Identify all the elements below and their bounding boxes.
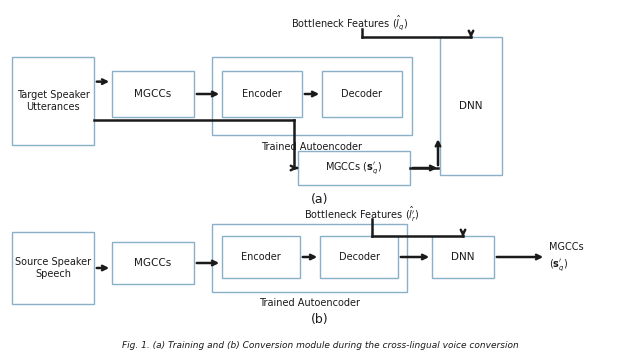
Bar	[298, 151, 410, 185]
Text: Encoder: Encoder	[241, 252, 281, 262]
Bar	[112, 71, 194, 117]
Bar	[320, 236, 398, 278]
Bar	[212, 224, 407, 292]
Text: MGCCs: MGCCs	[134, 89, 172, 99]
Text: DNN: DNN	[451, 252, 475, 262]
Text: MGCCs: MGCCs	[134, 258, 172, 268]
Bar	[440, 37, 502, 175]
Bar	[222, 236, 300, 278]
Bar	[12, 57, 94, 145]
Text: MGCCs: MGCCs	[549, 242, 584, 252]
Text: DNN: DNN	[460, 101, 483, 111]
Text: (a): (a)	[311, 194, 329, 207]
Text: Decoder: Decoder	[339, 252, 380, 262]
Text: Trained Autoencoder: Trained Autoencoder	[262, 142, 362, 152]
Text: Bottleneck Features ($\hat{l}_{q}$): Bottleneck Features ($\hat{l}_{q}$)	[291, 14, 408, 32]
Bar	[112, 242, 194, 284]
Text: MGCCs ($\mathbf{s}_{q}^{\prime}$): MGCCs ($\mathbf{s}_{q}^{\prime}$)	[326, 160, 383, 176]
Text: ($\mathbf{s}^{\prime}_{q}$): ($\mathbf{s}^{\prime}_{q}$)	[549, 257, 568, 273]
Text: Encoder: Encoder	[242, 89, 282, 99]
Bar	[432, 236, 494, 278]
Bar	[12, 232, 94, 304]
Text: Bottleneck Features ($\hat{l}_{r}^{\prime}$): Bottleneck Features ($\hat{l}_{r}^{\prim…	[304, 205, 420, 224]
Text: (b): (b)	[311, 314, 329, 327]
Bar	[212, 57, 412, 135]
Text: Source Speaker
Speech: Source Speaker Speech	[15, 257, 91, 279]
Text: Target Speaker
Utterances: Target Speaker Utterances	[17, 90, 90, 112]
Text: Fig. 1. (a) Training and (b) Conversion module during the cross-lingual voice co: Fig. 1. (a) Training and (b) Conversion …	[122, 340, 518, 350]
Bar	[222, 71, 302, 117]
Text: Trained Autoencoder: Trained Autoencoder	[259, 298, 360, 308]
Bar	[322, 71, 402, 117]
Text: Decoder: Decoder	[342, 89, 383, 99]
